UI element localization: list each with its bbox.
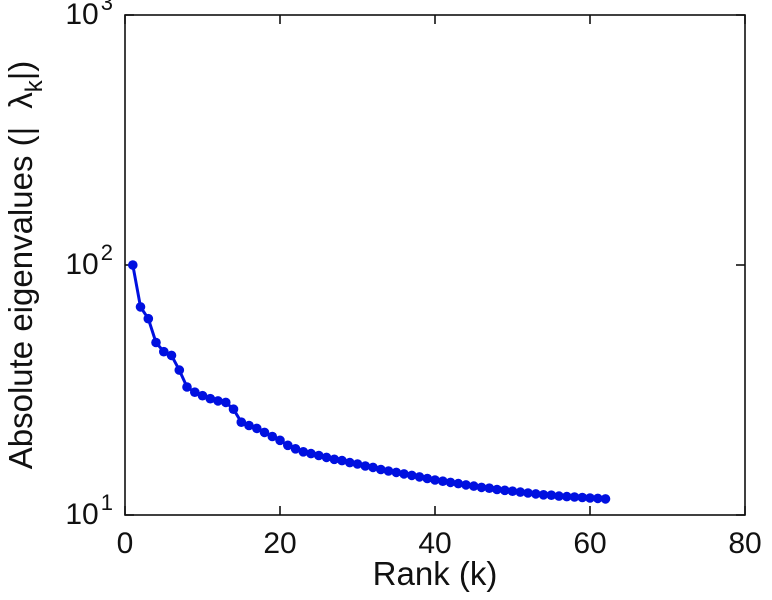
data-point-marker <box>197 390 208 401</box>
data-point-marker <box>174 365 185 375</box>
data-point-marker <box>492 484 502 495</box>
data-point-marker <box>569 492 580 502</box>
data-point-marker <box>445 477 456 488</box>
data-point-marker <box>399 469 409 479</box>
data-point-marker <box>523 488 533 498</box>
data-point-marker <box>151 337 161 348</box>
data-point-marker <box>321 452 332 463</box>
data-point-marker <box>577 492 588 503</box>
data-point-marker <box>554 491 564 501</box>
x-tick-label: 60 <box>573 527 606 560</box>
data-point-marker <box>166 350 177 361</box>
data-point-marker <box>360 461 371 471</box>
data-point-marker <box>259 427 270 438</box>
data-point-marker <box>267 431 278 442</box>
data-point-marker <box>383 466 394 476</box>
data-point-marker <box>430 475 440 485</box>
data-point-marker <box>352 459 363 469</box>
data-point-marker <box>593 493 603 504</box>
data-point-marker <box>298 447 309 457</box>
data-point-marker <box>600 494 611 504</box>
data-point-marker <box>290 444 301 454</box>
y-tick-label: 102 <box>65 240 113 281</box>
data-point-marker <box>283 440 293 451</box>
data-point-marker <box>128 260 138 270</box>
data-point-marker <box>251 423 262 434</box>
data-point-marker <box>236 417 247 428</box>
x-tick-label: 20 <box>263 527 296 560</box>
data-point-marker <box>476 482 487 493</box>
data-point-marker <box>159 346 169 357</box>
data-point-marker <box>213 396 223 406</box>
data-point-marker <box>368 462 378 473</box>
x-tick-label: 40 <box>418 527 451 560</box>
data-point-marker <box>221 397 231 408</box>
data-point-marker <box>182 382 192 392</box>
data-point-marker <box>546 490 557 501</box>
data-point-marker <box>507 486 518 497</box>
data-point-marker <box>538 490 549 500</box>
data-point-marker <box>461 480 471 490</box>
y-tick-label: 101 <box>65 490 113 531</box>
data-point-marker <box>562 491 572 502</box>
data-point-marker <box>438 476 448 487</box>
data-point-marker <box>190 387 200 398</box>
data-point-marker <box>306 448 316 459</box>
data-point-marker <box>345 457 355 468</box>
y-tick-label: 103 <box>65 0 113 31</box>
data-point-marker <box>314 450 324 461</box>
data-point-marker <box>205 393 216 404</box>
x-tick-label: 80 <box>728 527 761 560</box>
data-point-marker <box>329 454 340 465</box>
data-point-marker <box>531 489 541 499</box>
data-point-marker <box>585 493 595 503</box>
data-point-marker <box>515 487 526 497</box>
data-point-marker <box>376 464 386 475</box>
data-point-marker <box>391 467 402 478</box>
plot-box <box>124 14 746 516</box>
data-point-marker <box>453 478 464 489</box>
data-point-marker <box>414 472 425 482</box>
data-point-marker <box>422 473 433 484</box>
data-point-marker <box>135 302 146 312</box>
x-axis-label: Rank (k) <box>373 555 498 592</box>
data-point-marker <box>228 404 239 415</box>
data-point-marker <box>469 481 479 491</box>
data-point-marker <box>244 420 254 431</box>
data-point-marker <box>143 313 154 324</box>
y-axis-label: Absolute eigenvalues (|λk|) <box>2 61 48 470</box>
data-point-marker <box>484 483 495 494</box>
data-point-marker <box>407 470 417 481</box>
x-tick-label: 0 <box>117 527 134 560</box>
data-point-marker <box>337 455 347 466</box>
data-point-marker <box>275 435 285 446</box>
data-point-marker <box>500 485 510 496</box>
